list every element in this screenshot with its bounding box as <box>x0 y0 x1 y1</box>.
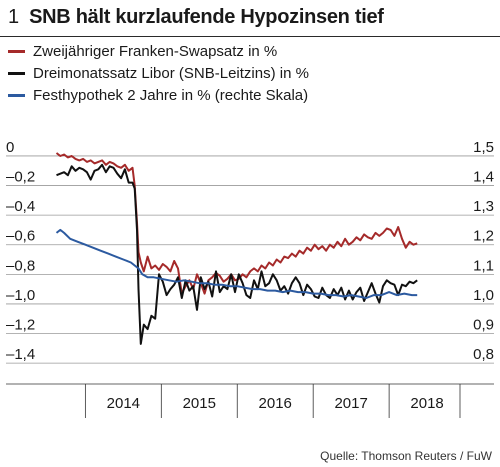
right-tick-label: 1,3 <box>473 198 494 215</box>
legend-item-libor: Dreimonatssatz Libor (SNB-Leitzins) in % <box>8 62 309 84</box>
right-tick-label: 0,8 <box>473 346 494 363</box>
title-rule <box>0 36 500 37</box>
title-row: 1 SNB hält kurzlaufende Hypozinsen tief <box>8 6 384 34</box>
left-tick-label: –1,2 <box>6 317 35 334</box>
right-tick-label: 1,1 <box>473 257 494 274</box>
right-tick-label: 1,5 <box>473 139 494 156</box>
x-tick-label: 2015 <box>183 395 216 412</box>
legend-item-swap: Zweijähriger Franken-Swapsatz in % <box>8 40 309 62</box>
left-tick-label: –0,2 <box>6 169 35 186</box>
source-note: Quelle: Thomson Reuters / FuW <box>320 449 492 463</box>
mortgage-series-line <box>55 228 418 299</box>
legend-item-mortgage: Festhypothek 2 Jahre in % (rechte Skala) <box>8 84 309 106</box>
chart-title: SNB hält kurzlaufende Hypozinsen tief <box>29 6 384 28</box>
right-tick-label: 1,0 <box>473 287 494 304</box>
x-tick-label: 2018 <box>410 395 443 412</box>
right-tick-label: 0,9 <box>473 317 494 334</box>
right-tick-label: 1,4 <box>473 169 494 186</box>
swap-series-line <box>55 152 418 295</box>
libor-series-line <box>56 163 418 345</box>
legend-swatch-swap <box>8 49 25 53</box>
figure-number: 1 <box>8 6 20 28</box>
x-tick-label: 2016 <box>259 395 292 412</box>
legend-swatch-libor <box>8 71 25 75</box>
legend-label-swap: Zweijähriger Franken-Swapsatz in % <box>33 42 278 60</box>
legend: Zweijähriger Franken-Swapsatz in % Dreim… <box>8 40 309 106</box>
series-lines <box>55 152 418 345</box>
legend-label-mortgage: Festhypothek 2 Jahre in % (rechte Skala) <box>33 86 309 104</box>
legend-swatch-mortgage <box>8 93 25 97</box>
left-tick-label: –1,4 <box>6 346 35 363</box>
legend-label-libor: Dreimonatssatz Libor (SNB-Leitzins) in % <box>33 64 309 82</box>
right-tick-label: 1,2 <box>473 228 494 245</box>
x-axis-ticks: 2014 2015 2016 2017 2018 <box>6 383 494 418</box>
left-tick-label: –1,0 <box>6 287 35 304</box>
left-tick-label: –0,4 <box>6 198 35 215</box>
left-tick-label: 0 <box>6 139 14 156</box>
x-tick-label: 2014 <box>107 395 140 412</box>
left-axis-ticks: 0 –0,2 –0,4 –0,6 –0,8 –1,0 –1,2 –1,4 <box>6 139 35 363</box>
left-tick-label: –0,8 <box>6 257 35 274</box>
gridlines <box>6 155 494 364</box>
right-axis-ticks: 1,5 1,4 1,3 1,2 1,1 1,0 0,9 0,8 <box>473 139 494 363</box>
left-tick-label: –0,6 <box>6 228 35 245</box>
x-tick-label: 2017 <box>334 395 367 412</box>
